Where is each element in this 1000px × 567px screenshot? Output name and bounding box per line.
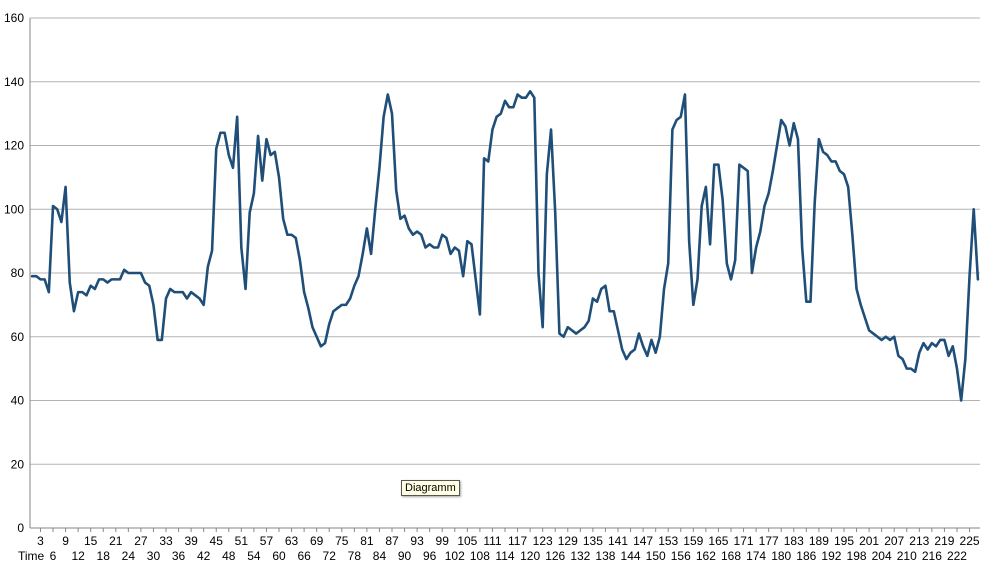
x-tick-label: 210	[897, 549, 917, 563]
x-tick-label: 39	[184, 534, 198, 548]
gridlines	[30, 17, 980, 465]
x-tick-label: 81	[360, 534, 374, 548]
x-tick-label: 72	[323, 549, 337, 563]
x-tick-label: 3	[37, 534, 44, 548]
x-tick-label: 201	[859, 534, 879, 548]
x-tick-label: 60	[272, 549, 286, 563]
x-tick-label: 84	[373, 549, 387, 563]
series-line	[30, 90, 980, 402]
x-tick-label: 90	[398, 549, 412, 563]
x-tick-labels: 3691215182124273033363942454851545760636…	[37, 528, 980, 563]
x-tick-label: 33	[159, 534, 173, 548]
x-tick-label: 135	[583, 534, 603, 548]
x-tick-label: 27	[134, 534, 148, 548]
y-tick-label: 60	[11, 330, 25, 344]
x-tick-label: 186	[796, 549, 816, 563]
x-tick-label: 6	[50, 549, 57, 563]
x-tick-label: 225	[960, 534, 980, 548]
x-tick-label: 183	[784, 534, 804, 548]
y-tick-labels: 0 20 40 60 80 100 120 140 160	[4, 11, 24, 535]
x-tick-label: 216	[922, 549, 942, 563]
x-tick-label: 108	[470, 549, 490, 563]
x-tick-label: 195	[834, 534, 854, 548]
y-tick-label: 20	[11, 457, 25, 471]
y-tick-label: 160	[4, 11, 24, 25]
x-tick-label: 66	[297, 549, 311, 563]
y-tick-label: 120	[4, 139, 24, 153]
x-tick-label: 177	[759, 534, 779, 548]
x-tick-label: 30	[147, 549, 161, 563]
x-tick-label: 12	[71, 549, 85, 563]
x-tick-label: 57	[260, 534, 274, 548]
x-tick-label: 180	[771, 549, 791, 563]
x-tick-label: 189	[809, 534, 829, 548]
x-tick-label: 48	[222, 549, 236, 563]
x-tick-label: 105	[457, 534, 477, 548]
y-tick-label: 40	[11, 394, 25, 408]
x-tick-label: 63	[285, 534, 299, 548]
y-tick-label: 0	[17, 521, 24, 535]
x-tick-label: 54	[247, 549, 261, 563]
x-tick-label: 141	[608, 534, 628, 548]
x-tick-label: 96	[423, 549, 437, 563]
x-tick-label: 36	[172, 549, 186, 563]
x-tick-label: 120	[520, 549, 540, 563]
x-tick-label: 114	[495, 549, 514, 563]
x-tick-label: 123	[533, 534, 553, 548]
x-tick-label: 198	[847, 549, 867, 563]
x-axis-label: Time	[18, 549, 45, 563]
x-tick-label: 132	[570, 549, 590, 563]
x-tick-label: 78	[348, 549, 362, 563]
x-tick-label: 18	[97, 549, 111, 563]
x-tick-label: 156	[671, 549, 691, 563]
x-tick-label: 219	[934, 534, 954, 548]
x-tick-label: 153	[658, 534, 678, 548]
x-tick-label: 42	[197, 549, 211, 563]
x-tick-label: 150	[646, 549, 666, 563]
x-tick-label: 9	[62, 534, 69, 548]
x-tick-label: 45	[210, 534, 224, 548]
x-tick-label: 102	[445, 549, 465, 563]
x-tick-label: 162	[696, 549, 716, 563]
x-tick-label: 21	[109, 534, 123, 548]
x-tick-label: 144	[621, 549, 641, 563]
x-tick-label: 69	[310, 534, 324, 548]
x-tick-label: 222	[947, 549, 967, 563]
x-tick-label: 99	[436, 534, 450, 548]
x-tick-label: 15	[84, 534, 98, 548]
x-tick-label: 93	[410, 534, 424, 548]
y-tick-label: 140	[4, 75, 24, 89]
x-tick-label: 165	[708, 534, 728, 548]
x-tick-label: 168	[721, 549, 741, 563]
x-tick-label: 111	[483, 534, 502, 548]
x-tick-label: 171	[734, 534, 754, 548]
x-tick-label: 159	[683, 534, 703, 548]
x-tick-label: 138	[595, 549, 615, 563]
y-tick-label: 100	[4, 202, 24, 216]
chart-tooltip: Diagramm	[401, 480, 460, 496]
y-tick-label: 80	[11, 266, 25, 280]
x-tick-label: 51	[235, 534, 249, 548]
x-tick-label: 174	[746, 549, 766, 563]
x-tick-label: 213	[909, 534, 929, 548]
x-tick-label: 147	[633, 534, 653, 548]
x-tick-label: 126	[545, 549, 565, 563]
x-tick-label: 24	[122, 549, 136, 563]
x-tick-label: 204	[872, 549, 892, 563]
x-tick-label: 117	[508, 534, 527, 548]
x-tick-label: 207	[884, 534, 904, 548]
x-tick-label: 75	[335, 534, 349, 548]
x-tick-label: 192	[821, 549, 841, 563]
x-tick-label: 129	[558, 534, 578, 548]
x-tick-label: 87	[385, 534, 399, 548]
